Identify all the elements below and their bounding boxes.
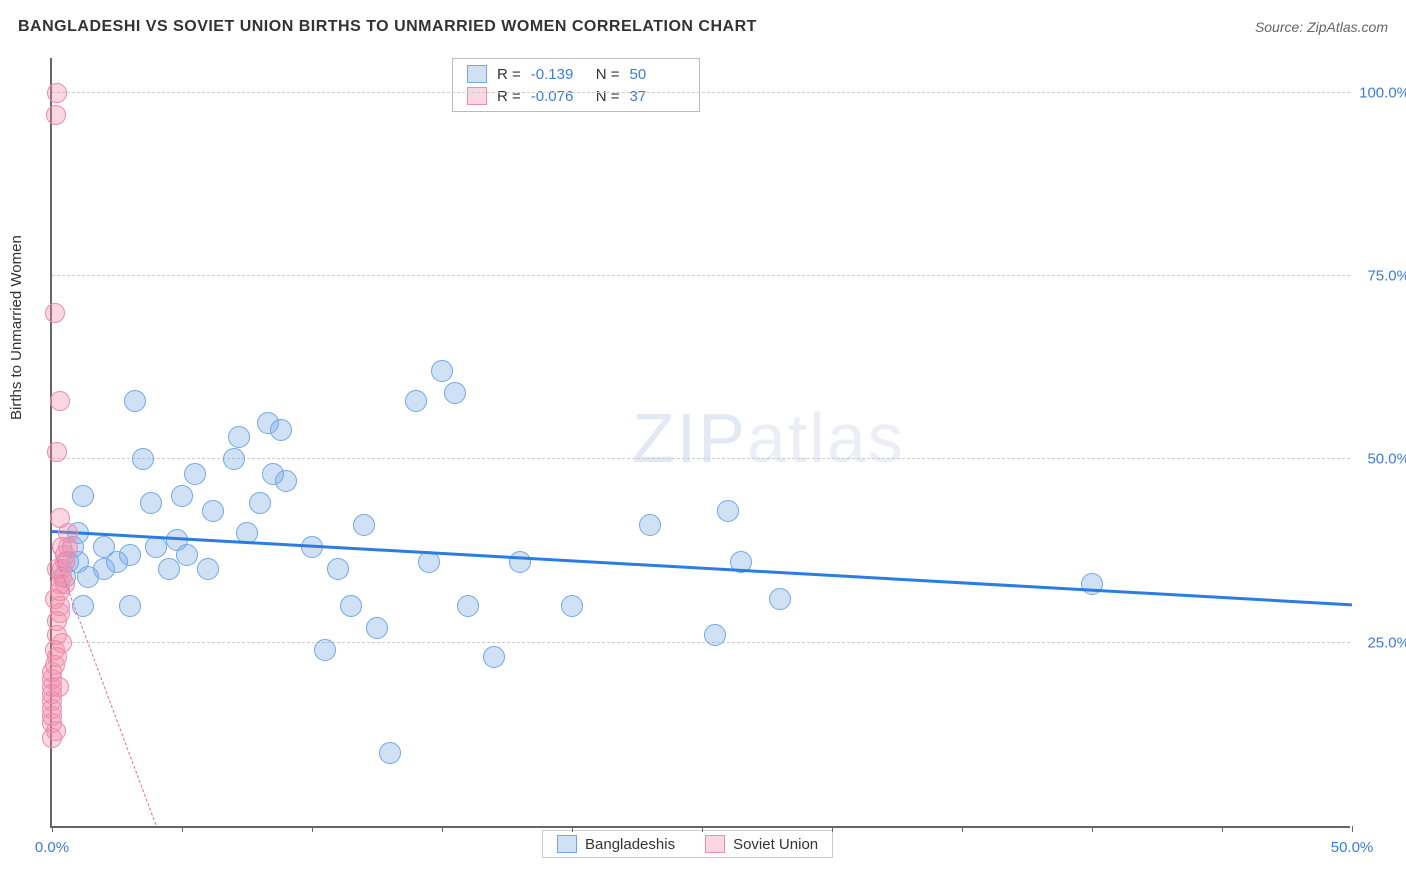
source-attribution: Source: ZipAtlas.com (1255, 19, 1388, 35)
data-point (275, 470, 297, 492)
data-point (47, 442, 67, 462)
data-point (405, 390, 427, 412)
chart-header: BANGLADESHI VS SOVIET UNION BIRTHS TO UN… (18, 18, 1388, 36)
swatch-blue-icon (557, 835, 577, 853)
data-point (353, 514, 375, 536)
xtick-mark (182, 826, 183, 832)
xtick-mark (832, 826, 833, 832)
xtick-mark (1352, 826, 1353, 832)
data-point (509, 551, 531, 573)
data-point (197, 558, 219, 580)
xtick-mark (572, 826, 573, 832)
data-point (249, 492, 271, 514)
data-point (45, 303, 65, 323)
xtick-label: 50.0% (1331, 839, 1374, 856)
data-point (49, 677, 69, 697)
xtick-mark (1222, 826, 1223, 832)
data-point (171, 485, 193, 507)
chart-title: BANGLADESHI VS SOVIET UNION BIRTHS TO UN… (18, 18, 757, 36)
data-point (50, 603, 70, 623)
data-point (457, 595, 479, 617)
data-point (431, 360, 453, 382)
gridline-h (52, 458, 1350, 459)
data-point (444, 382, 466, 404)
data-point (46, 721, 66, 741)
gridline-h (52, 275, 1350, 276)
data-point (769, 588, 791, 610)
data-point (228, 426, 250, 448)
data-point (119, 595, 141, 617)
swatch-blue (467, 65, 487, 83)
data-point (639, 514, 661, 536)
data-point (158, 558, 180, 580)
xtick-mark (312, 826, 313, 832)
xtick-mark (442, 826, 443, 832)
data-point (340, 595, 362, 617)
xtick-mark (962, 826, 963, 832)
data-point (327, 558, 349, 580)
stats-row-pink: R = -0.076 N = 37 (453, 85, 699, 107)
xtick-label: 0.0% (35, 839, 69, 856)
data-point (314, 639, 336, 661)
data-point (46, 105, 66, 125)
legend-item-soviet: Soviet Union (705, 835, 818, 853)
data-point (366, 617, 388, 639)
data-point (483, 646, 505, 668)
ytick-label: 75.0% (1355, 268, 1406, 285)
scatter-chart: ZIPatlas R = -0.139 N = 50 R = -0.076 N … (50, 58, 1350, 828)
data-point (704, 624, 726, 646)
swatch-pink (467, 87, 487, 105)
xtick-mark (702, 826, 703, 832)
ytick-label: 25.0% (1355, 634, 1406, 651)
data-point (72, 595, 94, 617)
stats-row-blue: R = -0.139 N = 50 (453, 63, 699, 85)
y-axis-label: Births to Unmarried Women (8, 235, 25, 420)
gridline-h (52, 642, 1350, 643)
swatch-pink-icon (705, 835, 725, 853)
data-point (717, 500, 739, 522)
ytick-label: 100.0% (1355, 84, 1406, 101)
data-point (176, 544, 198, 566)
data-point (145, 536, 167, 558)
data-point (50, 508, 70, 528)
data-point (223, 448, 245, 470)
xtick-mark (1092, 826, 1093, 832)
data-point (132, 448, 154, 470)
trend-line (52, 530, 1352, 606)
watermark: ZIPatlas (632, 398, 905, 478)
gridline-h (52, 92, 1350, 93)
data-point (119, 544, 141, 566)
data-point (47, 647, 67, 667)
stats-legend: R = -0.139 N = 50 R = -0.076 N = 37 (452, 58, 700, 112)
data-point (72, 485, 94, 507)
data-point (270, 419, 292, 441)
data-point (140, 492, 162, 514)
data-point (184, 463, 206, 485)
ytick-label: 50.0% (1355, 451, 1406, 468)
data-point (47, 83, 67, 103)
data-point (202, 500, 224, 522)
data-point (124, 390, 146, 412)
data-point (50, 391, 70, 411)
data-point (379, 742, 401, 764)
xtick-mark (52, 826, 53, 832)
series-legend: Bangladeshis Soviet Union (542, 830, 833, 858)
legend-item-bangladeshis: Bangladeshis (557, 835, 675, 853)
data-point (561, 595, 583, 617)
